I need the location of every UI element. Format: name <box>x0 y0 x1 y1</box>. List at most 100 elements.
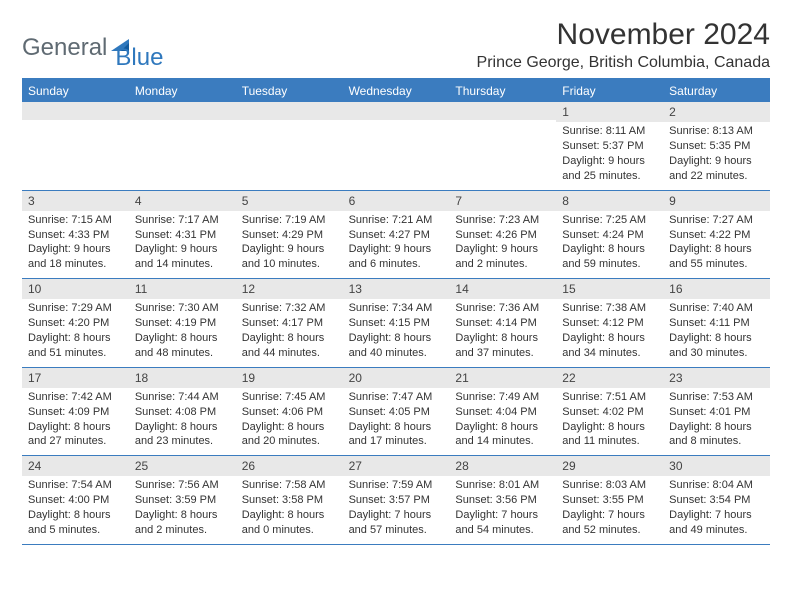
sunrise-text: Sunrise: 7:34 AM <box>349 301 444 316</box>
day-number: 15 <box>556 279 663 299</box>
sunrise-text: Sunrise: 7:40 AM <box>669 301 764 316</box>
calendar: SundayMondayTuesdayWednesdayThursdayFrid… <box>22 78 770 545</box>
day-number: 28 <box>449 456 556 476</box>
sunrise-text: Sunrise: 7:30 AM <box>135 301 230 316</box>
day-number: 2 <box>663 102 770 122</box>
day-number: 26 <box>236 456 343 476</box>
sunrise-text: Sunrise: 7:38 AM <box>562 301 657 316</box>
day-number <box>343 102 450 120</box>
calendar-cell: 16Sunrise: 7:40 AMSunset: 4:11 PMDayligh… <box>663 279 770 367</box>
day-header-monday: Monday <box>129 80 236 102</box>
sunset-text: Sunset: 5:35 PM <box>669 139 764 154</box>
daylight-text: Daylight: 9 hours and 10 minutes. <box>242 242 337 272</box>
day-body: Sunrise: 7:49 AMSunset: 4:04 PMDaylight:… <box>449 388 556 455</box>
calendar-cell: 6Sunrise: 7:21 AMSunset: 4:27 PMDaylight… <box>343 191 450 279</box>
day-header-tuesday: Tuesday <box>236 80 343 102</box>
calendar-cell: 2 Sunrise: 8:13 AMSunset: 5:35 PMDaylight… <box>663 102 770 190</box>
day-header-sunday: Sunday <box>22 80 129 102</box>
sunrise-text: Sunrise: 7:45 AM <box>242 390 337 405</box>
week-row: 10Sunrise: 7:29 AMSunset: 4:20 PMDayligh… <box>22 279 770 368</box>
sunrise-text: Sunrise: 7:42 AM <box>28 390 123 405</box>
sunrise-text: Sunrise: 8:13 AM <box>669 124 764 139</box>
sunset-text: Sunset: 3:54 PM <box>669 493 764 508</box>
day-header-friday: Friday <box>556 80 663 102</box>
sunrise-text: Sunrise: 7:19 AM <box>242 213 337 228</box>
day-body: Sunrise: 7:36 AMSunset: 4:14 PMDaylight:… <box>449 299 556 366</box>
day-header-saturday: Saturday <box>663 80 770 102</box>
sunset-text: Sunset: 4:12 PM <box>562 316 657 331</box>
sunrise-text: Sunrise: 7:23 AM <box>455 213 550 228</box>
daylight-text: Daylight: 7 hours and 49 minutes. <box>669 508 764 538</box>
daylight-text: Daylight: 8 hours and 34 minutes. <box>562 331 657 361</box>
calendar-cell: 28 Sunrise: 8:01 AMSunset: 3:56 PMDayligh… <box>449 456 556 544</box>
sunset-text: Sunset: 4:19 PM <box>135 316 230 331</box>
calendar-cell <box>22 102 129 190</box>
day-body: Sunrise: 7:32 AMSunset: 4:17 PMDaylight:… <box>236 299 343 366</box>
day-body: Sunrise: 7:19 AMSunset: 4:29 PMDaylight:… <box>236 211 343 278</box>
week-row: 1Sunrise: 8:11 AMSunset: 5:37 PMDaylight… <box>22 102 770 191</box>
calendar-cell: 5Sunrise: 7:19 AMSunset: 4:29 PMDaylight… <box>236 191 343 279</box>
day-body: Sunrise: 7:15 AMSunset: 4:33 PMDaylight:… <box>22 211 129 278</box>
sunrise-text: Sunrise: 8:01 AM <box>455 478 550 493</box>
sunset-text: Sunset: 4:01 PM <box>669 405 764 420</box>
day-number: 11 <box>129 279 236 299</box>
title-block: November 2024 Prince George, British Col… <box>477 18 770 72</box>
sunset-text: Sunset: 4:14 PM <box>455 316 550 331</box>
sunset-text: Sunset: 3:56 PM <box>455 493 550 508</box>
day-header-row: SundayMondayTuesdayWednesdayThursdayFrid… <box>22 80 770 102</box>
day-body <box>129 120 236 176</box>
sunrise-text: Sunrise: 7:27 AM <box>669 213 764 228</box>
sunset-text: Sunset: 4:26 PM <box>455 228 550 243</box>
daylight-text: Daylight: 8 hours and 55 minutes. <box>669 242 764 272</box>
day-number: 16 <box>663 279 770 299</box>
daylight-text: Daylight: 7 hours and 54 minutes. <box>455 508 550 538</box>
day-number: 21 <box>449 368 556 388</box>
sunset-text: Sunset: 4:02 PM <box>562 405 657 420</box>
calendar-cell: 22Sunrise: 7:51 AMSunset: 4:02 PMDayligh… <box>556 368 663 456</box>
day-number: 14 <box>449 279 556 299</box>
day-number: 7 <box>449 191 556 211</box>
calendar-cell <box>129 102 236 190</box>
daylight-text: Daylight: 8 hours and 20 minutes. <box>242 420 337 450</box>
sunrise-text: Sunrise: 7:58 AM <box>242 478 337 493</box>
sunrise-text: Sunrise: 7:32 AM <box>242 301 337 316</box>
sunrise-text: Sunrise: 7:56 AM <box>135 478 230 493</box>
sunrise-text: Sunrise: 7:29 AM <box>28 301 123 316</box>
sunrise-text: Sunrise: 7:21 AM <box>349 213 444 228</box>
day-number <box>22 102 129 120</box>
sunrise-text: Sunrise: 7:47 AM <box>349 390 444 405</box>
daylight-text: Daylight: 9 hours and 6 minutes. <box>349 242 444 272</box>
logo-text-blue: Blue <box>115 44 163 72</box>
sunset-text: Sunset: 4:20 PM <box>28 316 123 331</box>
day-body: Sunrise: 7:51 AMSunset: 4:02 PMDaylight:… <box>556 388 663 455</box>
sunset-text: Sunset: 4:08 PM <box>135 405 230 420</box>
day-number: 6 <box>343 191 450 211</box>
daylight-text: Daylight: 9 hours and 14 minutes. <box>135 242 230 272</box>
calendar-cell <box>449 102 556 190</box>
calendar-cell: 8Sunrise: 7:25 AMSunset: 4:24 PMDaylight… <box>556 191 663 279</box>
day-body: Sunrise: 7:40 AMSunset: 4:11 PMDaylight:… <box>663 299 770 366</box>
daylight-text: Daylight: 9 hours and 22 minutes. <box>669 154 764 184</box>
sunrise-text: Sunrise: 7:44 AM <box>135 390 230 405</box>
logo-text-general: General <box>22 34 107 62</box>
sunset-text: Sunset: 4:22 PM <box>669 228 764 243</box>
day-body <box>343 120 450 176</box>
sunset-text: Sunset: 4:00 PM <box>28 493 123 508</box>
day-number: 1 <box>556 102 663 122</box>
daylight-text: Daylight: 8 hours and 37 minutes. <box>455 331 550 361</box>
day-body: Sunrise: 7:25 AMSunset: 4:24 PMDaylight:… <box>556 211 663 278</box>
day-body: Sunrise: 8:04 AMSunset: 3:54 PMDaylight:… <box>663 476 770 543</box>
day-body: Sunrise: 7:53 AMSunset: 4:01 PMDaylight:… <box>663 388 770 455</box>
day-number <box>449 102 556 120</box>
sunrise-text: Sunrise: 7:15 AM <box>28 213 123 228</box>
sunrise-text: Sunrise: 7:17 AM <box>135 213 230 228</box>
daylight-text: Daylight: 8 hours and 23 minutes. <box>135 420 230 450</box>
day-number: 29 <box>556 456 663 476</box>
day-number: 9 <box>663 191 770 211</box>
sunset-text: Sunset: 4:06 PM <box>242 405 337 420</box>
daylight-text: Daylight: 8 hours and 30 minutes. <box>669 331 764 361</box>
calendar-cell: 9 Sunrise: 7:27 AMSunset: 4:22 PMDaylight… <box>663 191 770 279</box>
sunset-text: Sunset: 4:15 PM <box>349 316 444 331</box>
daylight-text: Daylight: 7 hours and 57 minutes. <box>349 508 444 538</box>
day-number: 30 <box>663 456 770 476</box>
